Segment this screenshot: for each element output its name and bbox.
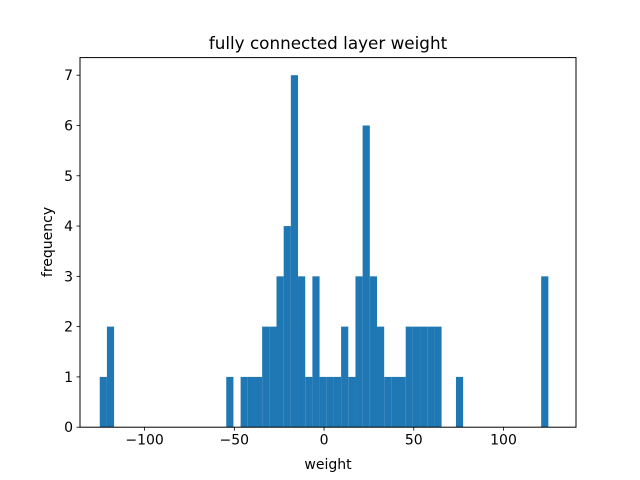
histogram-bar-11	[298, 276, 306, 428]
plot-frame	[79, 57, 577, 428]
y-tick-label: 3	[64, 269, 73, 285]
histogram-bar-31	[455, 376, 464, 428]
histogram-bar-24	[391, 376, 399, 428]
x-axis-ticks: −100 −50 0 50 100	[125, 427, 517, 449]
histogram-bar-21	[369, 276, 377, 428]
x-axis-label: weight	[304, 457, 352, 473]
x-tick-label: 50	[405, 433, 423, 449]
histogram-bars	[99, 75, 549, 428]
x-tick-label: −100	[125, 433, 163, 449]
histogram-bar-32	[541, 276, 549, 428]
histogram-bar-26	[405, 326, 413, 428]
y-tick-label: 5	[64, 169, 73, 185]
histogram-bar-8	[276, 276, 284, 428]
histogram-bar-25	[398, 376, 406, 428]
histogram-bar-18	[348, 376, 356, 428]
y-tick-label: 7	[64, 68, 73, 84]
chart-title: fully connected layer weight	[209, 33, 448, 53]
histogram-bar-20	[362, 125, 370, 428]
histogram-bar-7	[269, 326, 277, 428]
histogram-bar-30	[434, 326, 442, 428]
y-tick-label: 2	[64, 320, 73, 336]
histogram-bar-4	[247, 376, 255, 428]
histogram-bar-14	[319, 376, 327, 428]
histogram-bar-2	[226, 376, 234, 428]
x-tick-label: −50	[220, 433, 250, 449]
y-axis-ticks: 0 1 2 3 4 5 6 7	[64, 68, 80, 436]
histogram-bar-15	[326, 376, 334, 428]
histogram-bar-13	[312, 276, 320, 428]
histogram-bar-27	[412, 326, 421, 428]
y-tick-label: 0	[64, 420, 73, 436]
histogram-bar-29	[427, 326, 435, 428]
y-axis-label: frequency	[40, 207, 56, 277]
histogram-bar-6	[262, 326, 270, 428]
histogram-bar-12	[305, 376, 313, 428]
histogram-bar-17	[341, 326, 349, 428]
y-tick-label: 4	[64, 219, 73, 235]
histogram-bar-5	[254, 376, 263, 428]
y-tick-label: 6	[64, 118, 73, 134]
histogram-bar-28	[420, 326, 428, 428]
histogram-bar-23	[384, 376, 392, 428]
y-tick-label: 1	[64, 370, 73, 386]
x-tick-label: 100	[490, 433, 517, 449]
histogram-bar-9	[283, 226, 291, 428]
histogram-bar-1	[106, 326, 115, 428]
histogram-bar-3	[240, 376, 248, 428]
histogram-bar-22	[376, 326, 385, 428]
x-tick-label: 0	[320, 433, 329, 449]
histogram-bar-10	[290, 75, 299, 428]
histogram-bar-16	[333, 376, 342, 428]
histogram-bar-0	[99, 376, 107, 428]
histogram-bar-19	[355, 276, 363, 428]
